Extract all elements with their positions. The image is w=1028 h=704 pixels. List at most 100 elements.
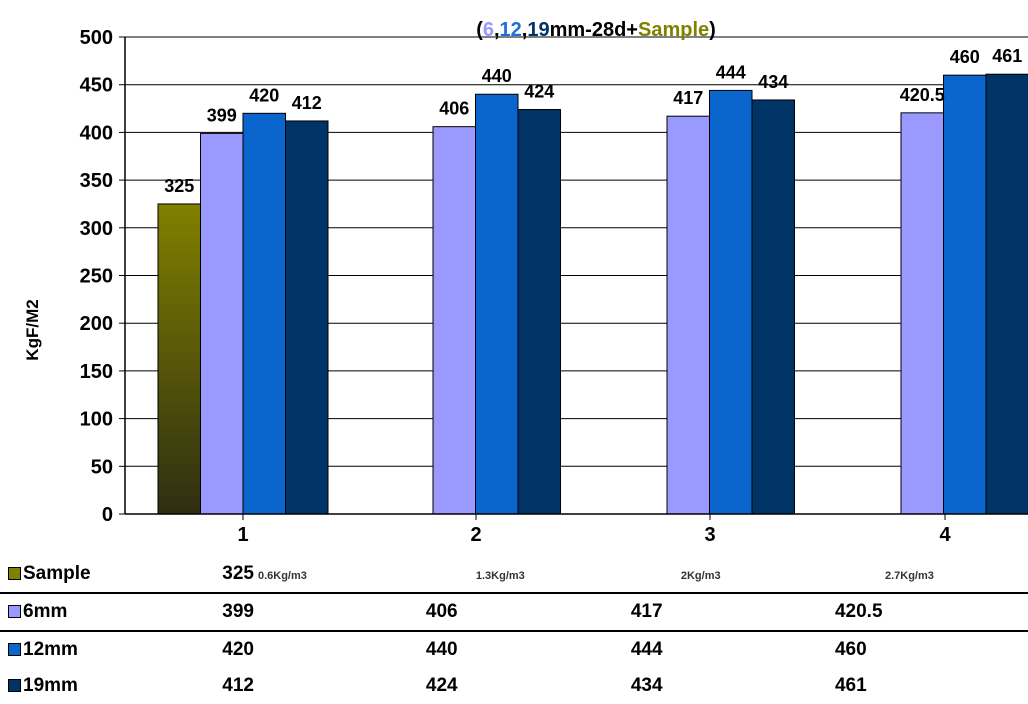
y-tick-label: 250 xyxy=(80,266,113,288)
data-label: 444 xyxy=(716,62,746,82)
table-row: Sample 325 0.6Kg/m3 1.3Kg/m3 2Kg/m3 2.7Kg/m3 xyxy=(0,556,1028,594)
data-label: 434 xyxy=(758,72,788,92)
data-label: 461 xyxy=(992,46,1022,66)
bars xyxy=(157,73,1028,515)
table-cell: 412 xyxy=(210,668,414,704)
table-note: 0.6Kg/m3 xyxy=(257,570,307,582)
table-cell: 434 xyxy=(619,668,823,704)
legend-label: 19mm xyxy=(23,675,78,696)
table-value: 420 xyxy=(222,639,254,660)
bar-sample-1 xyxy=(157,203,201,515)
legend-label: 12mm xyxy=(23,639,78,660)
bar-12mm-3 xyxy=(709,89,753,515)
chart-title-part: mm-28d+ xyxy=(550,19,638,41)
table-cell: 2.7Kg/m3 xyxy=(822,556,1028,594)
table-row: 6mm 399 406 417 420.5 xyxy=(0,593,1028,632)
x-tick-labels: 1 2 3 4 xyxy=(237,524,951,546)
bar-6mm-2 xyxy=(432,126,476,515)
table-value: 417 xyxy=(630,601,663,622)
chart-title-part: 12 xyxy=(500,19,522,41)
table-cell: 420.5 xyxy=(822,593,1028,632)
y-tick-label: 100 xyxy=(80,409,113,431)
bar-6mm-3 xyxy=(666,115,710,515)
table-cell: 325 0.6Kg/m3 xyxy=(210,556,414,594)
chart-title-part: , xyxy=(494,19,500,41)
legend-swatch xyxy=(8,605,21,619)
table-note: 1.3Kg/m3 xyxy=(475,570,525,582)
axes xyxy=(119,36,1028,520)
chart-title-part: Sample xyxy=(638,19,709,41)
table-row: 19mm 412 424 434 461 xyxy=(0,668,1028,704)
chart-title-part: ( xyxy=(476,19,483,41)
table-cell: 406 xyxy=(413,593,619,632)
chart-title: (6,12,19mm-28d+Sample) xyxy=(476,19,716,41)
table-value: 444 xyxy=(630,639,663,660)
bar-12mm-4 xyxy=(943,74,987,515)
bar-12mm-2 xyxy=(475,93,519,515)
bar-6mm-1 xyxy=(200,132,244,515)
bar-19mm-1 xyxy=(285,120,329,515)
table-cell: 2Kg/m3 xyxy=(618,556,823,594)
data-label: 325 xyxy=(164,176,194,196)
x-tick-label: 3 xyxy=(704,524,715,546)
legend-swatch xyxy=(8,643,21,657)
data-labels: 325 399 406 417 420.5 420 440 444 460 412 424 434 46… xyxy=(164,46,1022,196)
chart-title-part: 19 xyxy=(527,19,549,41)
y-tick-label: 500 xyxy=(80,27,113,49)
bar-19mm-4 xyxy=(985,73,1028,515)
y-tick-label: 300 xyxy=(80,218,113,240)
y-tick-label: 400 xyxy=(80,122,113,144)
table-cell: 440 xyxy=(414,631,619,668)
table-value: 460 xyxy=(834,639,867,660)
data-label: 417 xyxy=(673,88,703,108)
bar-19mm-2 xyxy=(517,109,561,515)
data-label: 420.5 xyxy=(900,85,945,105)
table-cell: 444 xyxy=(619,631,823,668)
table-series-cell: Sample xyxy=(0,556,211,594)
table-series-cell: 6mm xyxy=(0,593,211,632)
data-label: 440 xyxy=(482,66,512,86)
legend-swatch xyxy=(8,567,21,581)
y-tick-labels: 0 50 100 150 200 250 300 350 400 450 500 xyxy=(80,27,113,526)
chart-title-part: , xyxy=(522,19,528,41)
table-cell: 460 xyxy=(823,631,1028,668)
legend-label: Sample xyxy=(23,563,91,584)
table-value: 424 xyxy=(425,675,458,696)
bar-19mm-3 xyxy=(751,99,795,515)
table-value: 325 xyxy=(222,563,254,584)
data-label: 420 xyxy=(249,85,279,105)
data-label: 424 xyxy=(524,82,554,102)
table-value: 399 xyxy=(222,601,254,622)
x-tick-label: 4 xyxy=(939,524,951,546)
table-note: 2.7Kg/m3 xyxy=(884,570,934,582)
y-axis-title: KgF/M2 xyxy=(23,299,42,360)
table-row: 12mm 420 440 444 460 xyxy=(0,631,1028,668)
table-value: 406 xyxy=(425,601,458,622)
y-tick-label: 350 xyxy=(80,170,113,192)
data-label: 412 xyxy=(292,93,322,113)
x-tick-label: 1 xyxy=(237,524,248,546)
table-value: 434 xyxy=(630,675,663,696)
x-tick-label: 2 xyxy=(470,524,481,546)
table-cell: 417 xyxy=(618,593,823,632)
data-label: 399 xyxy=(207,105,237,125)
legend-swatch xyxy=(8,679,21,693)
chart-title-part: 6 xyxy=(483,19,494,41)
chart-title-part: ) xyxy=(709,19,716,41)
y-tick-label: 450 xyxy=(80,75,113,97)
data-label: 460 xyxy=(950,47,980,67)
y-tick-label: 150 xyxy=(80,361,113,383)
legend-label: 6mm xyxy=(23,601,68,622)
table-value: 420.5 xyxy=(834,601,883,622)
table-note: 2Kg/m3 xyxy=(680,570,721,582)
y-tick-label: 50 xyxy=(91,456,113,478)
table-cell: 1.3Kg/m3 xyxy=(413,556,619,594)
data-label: 406 xyxy=(439,99,469,119)
table-value: 412 xyxy=(222,675,254,696)
bar-12mm-1 xyxy=(242,112,286,515)
table-cell: 420 xyxy=(210,631,414,668)
y-tick-label: 0 xyxy=(102,504,113,526)
table-cell: 399 xyxy=(210,593,414,632)
table-cell: 461 xyxy=(823,668,1028,704)
